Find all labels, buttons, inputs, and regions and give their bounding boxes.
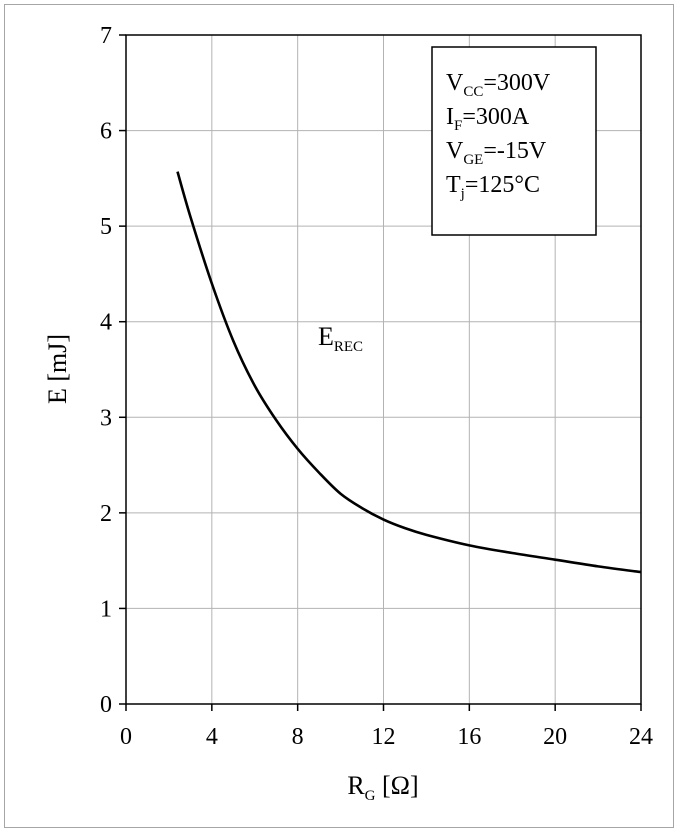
- x-tick-label: 8: [292, 724, 304, 750]
- y-tick-label: 0: [100, 692, 112, 718]
- y-tick-label: 7: [100, 23, 112, 49]
- x-tick-label: 16: [457, 724, 481, 750]
- conditions-box: VCC=300V IF=300A VGE=-15V Tj=125°C: [431, 46, 597, 236]
- y-tick-label: 6: [100, 119, 112, 145]
- y-tick-label: 3: [100, 405, 112, 431]
- x-tick-label: 24: [629, 724, 653, 750]
- x-axis-title: RG [Ω]: [347, 771, 418, 804]
- series-line-erec: [176, 171, 642, 574]
- y-tick-label: 5: [100, 214, 112, 240]
- x-axis-ticks: 0 4 8 12 16 20 24: [120, 704, 653, 750]
- y-tick-label: 1: [100, 596, 112, 622]
- condition-line: IF=300A: [446, 104, 530, 134]
- y-tick-label: 2: [100, 501, 112, 527]
- x-tick-label: 20: [543, 724, 567, 750]
- x-tick-label: 4: [206, 724, 218, 750]
- x-tick-label: 0: [120, 724, 132, 750]
- condition-line: VCC=300V: [446, 70, 551, 100]
- y-tick-label: 4: [100, 310, 112, 336]
- condition-line: VGE=-15V: [446, 138, 547, 168]
- y-axis-ticks: 0 1 2 3 4 5 6 7: [100, 23, 126, 718]
- series-label: EREC: [318, 322, 363, 355]
- y-axis-title: E [mJ]: [43, 334, 72, 404]
- grid: [126, 35, 641, 704]
- condition-line: Tj=125°C: [446, 172, 540, 202]
- x-tick-label: 12: [372, 724, 396, 750]
